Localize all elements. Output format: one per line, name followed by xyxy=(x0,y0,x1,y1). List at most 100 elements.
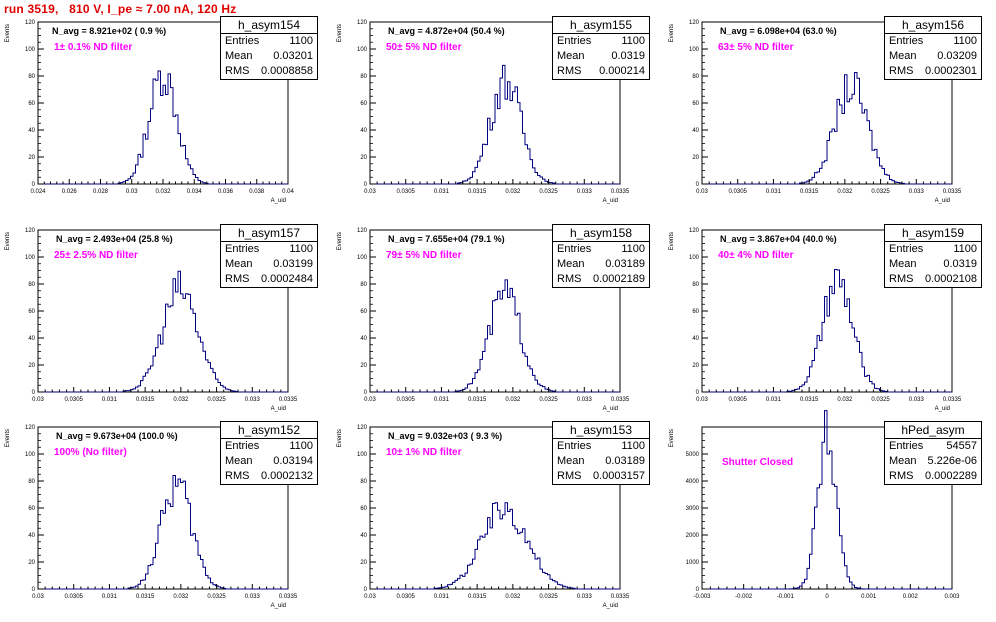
stats-box: h_asym155 Entries 1100 Mean 0.0319 RMS 0.00021… xyxy=(552,16,650,80)
stats-value: 0.0002108 xyxy=(925,273,977,285)
x-tick-label: 0.0335 xyxy=(943,397,962,403)
stats-label: RMS xyxy=(225,273,250,285)
x-tick-label: 0.0305 xyxy=(729,189,748,195)
x-tick-label: 0.0305 xyxy=(65,594,84,600)
y-tick-label: 100 xyxy=(25,47,36,53)
x-tick-label: 0.03 xyxy=(364,189,376,195)
histogram-line xyxy=(702,71,952,185)
y-tick-label: 100 xyxy=(357,255,368,261)
run-title: run 3519, 810 V, I_pe ≈ 7.00 nA, 120 Hz xyxy=(4,2,237,16)
histogram-pad-h_asym155: 0.03 0.0305 0.031 0.0315 0.032 0.0325 0.033 0.0… xyxy=(332,10,664,217)
x-axis-label: A_uid xyxy=(603,198,618,204)
x-tick-label: 0 xyxy=(825,594,829,600)
stats-row-mean: Mean 0.03189 xyxy=(553,454,649,469)
stats-label: RMS xyxy=(889,65,914,77)
stats-row-entries: Entries 1100 xyxy=(553,34,649,49)
filter-label: 1± 0.1% ND filter xyxy=(54,42,133,53)
stats-label: RMS xyxy=(557,470,582,482)
x-tick-label: 0.032 xyxy=(837,397,853,403)
stats-label: RMS xyxy=(889,273,914,285)
stats-label: RMS xyxy=(225,65,250,77)
stats-label: Mean xyxy=(557,50,585,62)
histogram-plot: -0.003 -0.002 -0.001 0 0.001 0.002 0.003 0 1000 2… xyxy=(669,410,960,600)
histogram-plot: 0.03 0.0305 0.031 0.0315 0.032 0.0325 0.033 0.0… xyxy=(669,228,962,412)
x-tick-label: 0.0325 xyxy=(539,594,558,600)
y-tick-label: 80 xyxy=(360,479,367,485)
histogram-plot: 0.03 0.0305 0.031 0.0315 0.032 0.0325 0.033 0.0… xyxy=(669,20,962,204)
stats-value: 0.03199 xyxy=(273,258,313,270)
filter-label: 25± 2.5% ND filter xyxy=(54,250,138,261)
stats-label: Mean xyxy=(889,455,917,467)
y-axis-label: Events xyxy=(5,24,11,42)
stats-label: Mean xyxy=(557,258,585,270)
filter-label: 50± 5% ND filter xyxy=(386,42,462,53)
stats-label: Mean xyxy=(557,455,585,467)
histogram-plot: 0.024 0.026 0.028 0.03 0.032 0.034 0.036 0.038 0… xyxy=(5,20,294,204)
y-tick-label: 60 xyxy=(360,309,367,315)
x-tick-label: -0.001 xyxy=(777,594,795,600)
x-axis-label: A_uid xyxy=(935,198,950,204)
stats-row-rms: RMS 0.0008858 xyxy=(221,64,317,79)
stats-label: Entries xyxy=(225,243,260,255)
x-tick-label: 0.032 xyxy=(505,189,521,195)
stats-row-mean: Mean 0.03194 xyxy=(221,454,317,469)
stats-label: Entries xyxy=(557,35,592,47)
x-tick-label: 0.002 xyxy=(903,594,919,600)
stats-value: 0.0002132 xyxy=(261,470,313,482)
stats-value: 1100 xyxy=(289,440,313,452)
n-avg-label: N_avg = 2.493e+04 (25.8 %) xyxy=(56,234,173,244)
stats-value: 1100 xyxy=(289,243,313,255)
x-tick-label: 0.0305 xyxy=(65,397,84,403)
x-tick-label: 0.0325 xyxy=(871,397,890,403)
histogram-plot: 0.03 0.0305 0.031 0.0315 0.032 0.0325 0.033 0.0… xyxy=(337,20,630,204)
y-tick-label: 120 xyxy=(25,425,36,431)
x-tick-label: 0.031 xyxy=(434,594,450,600)
x-tick-label: 0.0335 xyxy=(279,397,298,403)
y-tick-label: 100 xyxy=(689,47,700,53)
histogram-plot: 0.03 0.0305 0.031 0.0315 0.032 0.0325 0.033 0.0… xyxy=(5,425,298,609)
histogram-pad-h_asym159: 0.03 0.0305 0.031 0.0315 0.032 0.0325 0.033 0.0… xyxy=(664,218,996,425)
stats-value: 0.000214 xyxy=(599,65,645,77)
y-tick-label: 20 xyxy=(28,363,35,369)
histogram-name: h_asym152 xyxy=(221,422,317,439)
stats-label: Mean xyxy=(889,258,917,270)
y-tick-label: 2000 xyxy=(686,533,700,539)
histogram-name: hPed_asym xyxy=(885,422,981,439)
y-tick-label: 80 xyxy=(28,479,35,485)
x-tick-label: 0.0325 xyxy=(871,189,890,195)
y-axis-label: Events xyxy=(337,429,343,447)
stats-value: 0.03189 xyxy=(605,258,645,270)
histogram-name: h_asym159 xyxy=(885,225,981,242)
x-tick-label: 0.033 xyxy=(245,397,261,403)
stats-row-rms: RMS 0.0002301 xyxy=(885,64,981,79)
histogram-name: h_asym154 xyxy=(221,17,317,34)
stats-row-mean: Mean 0.03201 xyxy=(221,49,317,64)
stats-row-mean: Mean 0.0319 xyxy=(553,49,649,64)
y-tick-label: 60 xyxy=(28,309,35,315)
histogram-pad-hPed_asym: -0.003 -0.002 -0.001 0 0.001 0.002 0.003 0 1000 2… xyxy=(664,410,996,622)
x-tick-label: 0.0335 xyxy=(279,594,298,600)
x-tick-label: 0.032 xyxy=(173,594,189,600)
x-tick-label: 0.0335 xyxy=(611,594,630,600)
filter-label: 100% (No filter) xyxy=(54,447,127,458)
x-axis-label: A_uid xyxy=(935,406,950,412)
stats-box: h_asym157 Entries 1100 Mean 0.03199 RMS 0.0002… xyxy=(220,224,318,288)
y-tick-label: 5000 xyxy=(686,452,700,458)
y-tick-label: 80 xyxy=(28,74,35,80)
histogram-line xyxy=(38,474,288,590)
y-tick-label: 40 xyxy=(28,336,35,342)
y-tick-label: 100 xyxy=(689,255,700,261)
x-tick-label: 0.0315 xyxy=(136,397,155,403)
x-tick-label: 0.0305 xyxy=(397,397,416,403)
y-tick-label: 120 xyxy=(25,228,36,234)
stats-row-entries: Entries 1100 xyxy=(221,439,317,454)
histogram-name: h_asym153 xyxy=(553,422,649,439)
y-tick-label: 80 xyxy=(692,282,699,288)
stats-value: 0.0002289 xyxy=(925,470,977,482)
y-tick-label: 0 xyxy=(696,182,700,188)
x-tick-label: 0.04 xyxy=(282,189,294,195)
histogram-pad-h_asym158: 0.03 0.0305 0.031 0.0315 0.032 0.0325 0.033 0.0… xyxy=(332,218,664,425)
stats-value: 0.0319 xyxy=(943,258,977,270)
n-avg-label: N_avg = 6.098e+04 (63.0 %) xyxy=(720,26,837,36)
x-tick-label: 0.032 xyxy=(505,594,521,600)
